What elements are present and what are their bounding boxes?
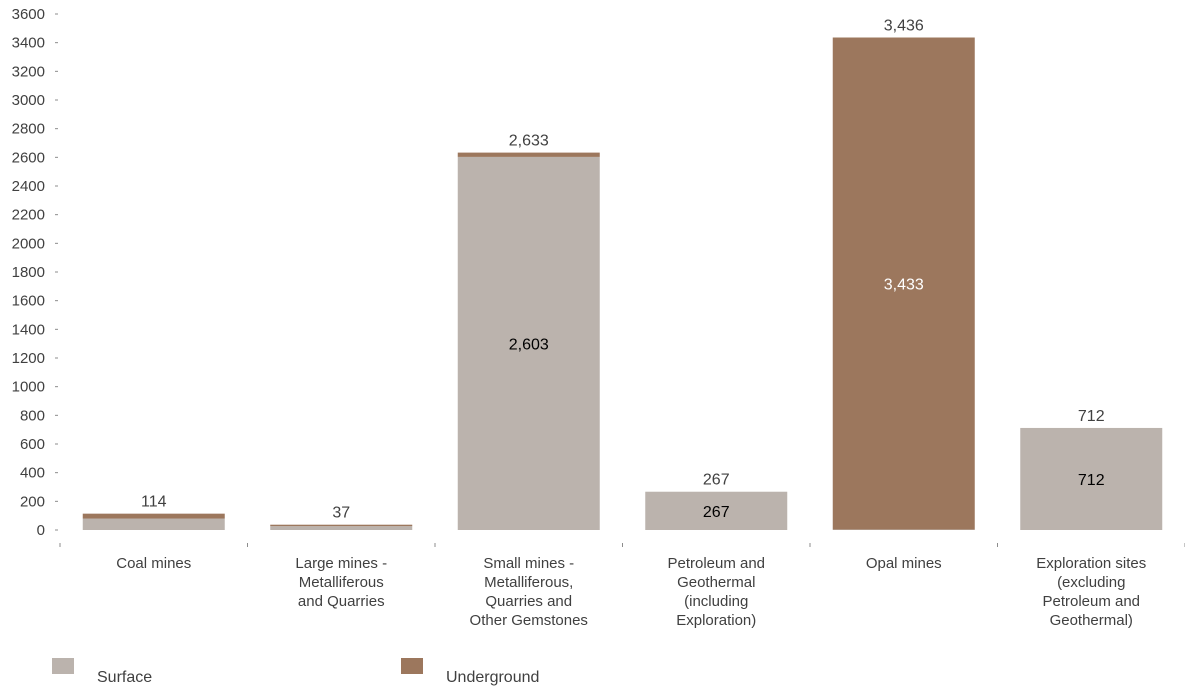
- category-label-line: Coal mines: [116, 555, 191, 572]
- category-label-line: Geothermal): [1050, 612, 1133, 629]
- category-label: Large mines - Metalliferous and Quarries: [295, 555, 387, 610]
- segment-value-label: 267: [703, 504, 730, 521]
- category-label-line: Exploration sites: [1036, 555, 1146, 572]
- category-label-line: Metalliferous: [299, 574, 384, 591]
- y-tick-label: 1600: [12, 293, 45, 310]
- total-label: 114: [141, 494, 167, 511]
- category-label-line: Exploration): [676, 612, 756, 629]
- bar-underground-2: [458, 153, 600, 157]
- legend-label-underground: Underground: [446, 669, 539, 686]
- legend-swatch-surface: [52, 658, 74, 674]
- total-label: 712: [1078, 408, 1105, 425]
- y-tick-label: 3400: [12, 35, 45, 52]
- total-label: 3,436: [884, 18, 924, 35]
- category-label-line: Metalliferous,: [484, 574, 573, 591]
- y-axis: 0 200 400 600 800 1000 1200 1400 1600 1800 2000 220…: [12, 6, 58, 539]
- category-label: Exploration sites (excluding Petroleum and…: [1036, 555, 1146, 629]
- bar-underground-1: [270, 525, 412, 526]
- total-label: 2,633: [509, 133, 549, 150]
- bar-surface-0: [83, 519, 225, 530]
- x-axis: Coal mines Large mines - Metalliferous and …: [60, 543, 1185, 629]
- total-label: 37: [332, 505, 350, 522]
- y-tick-label: 2600: [12, 149, 45, 166]
- bars-group: [83, 38, 1163, 530]
- y-tick-label: 600: [20, 436, 45, 453]
- segment-value-label: 2,603: [509, 336, 549, 353]
- y-tick-label: 0: [37, 522, 45, 539]
- category-label-line: Petroleum and: [1042, 593, 1140, 610]
- bar-surface-1: [270, 526, 412, 530]
- y-tick-label: 200: [20, 493, 45, 510]
- category-label-line: Large mines -: [295, 555, 387, 572]
- segment-value-label: 3,433: [884, 277, 924, 294]
- category-label-line: Petroleum and: [667, 555, 765, 572]
- y-tick-label: 3200: [12, 63, 45, 80]
- category-label-line: Quarries and: [485, 593, 572, 610]
- legend-label-surface: Surface: [97, 669, 152, 686]
- y-tick-label: 2200: [12, 207, 45, 224]
- category-label-line: Other Gemstones: [470, 612, 588, 629]
- category-label: Petroleum and Geothermal (including Explora…: [667, 555, 765, 629]
- bar-underground-0: [83, 514, 225, 519]
- category-label: Small mines - Metalliferous, Quarries and O…: [470, 555, 588, 629]
- y-tick-label: 1400: [12, 321, 45, 338]
- y-tick-label: 3600: [12, 6, 45, 23]
- total-label: 267: [703, 472, 730, 489]
- category-label-line: Geothermal: [677, 574, 755, 591]
- y-tick-label: 1000: [12, 379, 45, 396]
- legend: Surface Underground: [52, 658, 539, 686]
- category-label: Opal mines: [866, 555, 942, 572]
- y-tick-label: 2400: [12, 178, 45, 195]
- segment-value-label: 712: [1078, 472, 1105, 489]
- category-label-line: Small mines -: [483, 555, 574, 572]
- category-label-line: (excluding: [1057, 574, 1125, 591]
- category-label-line: Opal mines: [866, 555, 942, 572]
- y-tick-label: 1200: [12, 350, 45, 367]
- legend-swatch-underground: [401, 658, 423, 674]
- y-tick-label: 800: [20, 407, 45, 424]
- category-label: Coal mines: [116, 555, 191, 572]
- y-tick-label: 3000: [12, 92, 45, 109]
- category-label-line: and Quarries: [298, 593, 385, 610]
- y-tick-label: 1800: [12, 264, 45, 281]
- category-label-line: (including: [684, 593, 748, 610]
- y-tick-label: 2000: [12, 235, 45, 252]
- y-tick-label: 2800: [12, 121, 45, 138]
- y-tick-label: 400: [20, 465, 45, 482]
